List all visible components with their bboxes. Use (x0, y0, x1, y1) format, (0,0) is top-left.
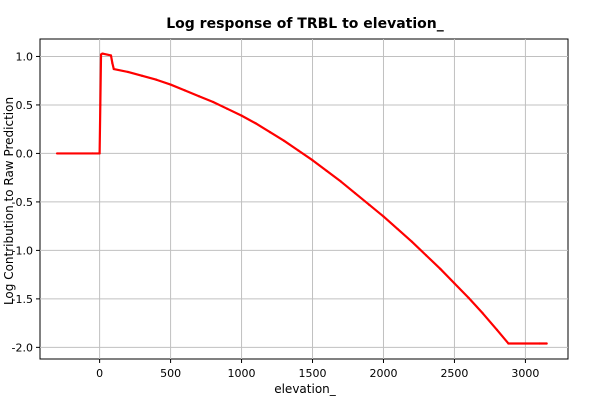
data-point (481, 312, 484, 315)
data-point (197, 95, 201, 98)
series-layer (55, 52, 548, 345)
y-tick-label: 1.0 (16, 50, 34, 63)
data-point (109, 54, 113, 57)
data-point (339, 180, 343, 183)
x-tick-label: 1500 (299, 367, 327, 380)
data-point (297, 149, 300, 152)
data-point (268, 130, 272, 134)
data-point (91, 152, 94, 155)
y-axis-label: Log Contribution to Raw Prediction (2, 97, 16, 305)
y-tick-label: -1.5 (12, 293, 33, 306)
data-point (453, 282, 456, 285)
data-point (424, 254, 428, 257)
data-point (507, 342, 510, 345)
data-point (141, 74, 144, 77)
data-point (524, 342, 527, 345)
y-tick-label: 0.0 (16, 147, 34, 160)
data-point (126, 70, 130, 74)
data-point (101, 52, 104, 55)
data-point (254, 122, 257, 125)
grid (40, 39, 568, 359)
data-point (311, 159, 314, 162)
data-point (353, 192, 357, 195)
data-point (183, 89, 186, 92)
data-point (396, 227, 399, 231)
data-point (98, 152, 101, 155)
data-point (111, 62, 114, 65)
y-tick-label: -1.0 (12, 244, 33, 257)
data-point (410, 240, 413, 243)
data-point (112, 67, 115, 71)
y-tick-label: -2.0 (12, 341, 33, 354)
data-point (240, 114, 243, 117)
data-point (99, 103, 102, 107)
data-point (368, 203, 371, 206)
x-tick-label: 2000 (369, 367, 397, 380)
data-point (325, 169, 328, 172)
y-tick-label: 0.5 (16, 99, 34, 112)
data-point (226, 107, 229, 110)
chart-title: Log response of TRBL to elevation_ (166, 16, 443, 32)
x-tick-label: 1000 (228, 367, 256, 380)
data-point (155, 78, 158, 81)
x-tick-label: 0 (96, 367, 103, 380)
data-point (467, 296, 470, 300)
y-tick-label: -0.5 (12, 196, 33, 209)
series-line (57, 52, 547, 345)
data-point (538, 342, 541, 345)
data-point (169, 83, 172, 86)
x-tick-label: 500 (160, 367, 181, 380)
x-axis-label: elevation_ (274, 382, 337, 396)
plot-area (39, 38, 569, 360)
axis-ticks: 0 500 1000 1500 2000 2500 3000 1.0 0.5 0.0 -0.5 -1.… (12, 50, 540, 380)
data-point (212, 100, 215, 104)
data-point (382, 215, 385, 218)
data-point (545, 342, 548, 345)
data-point (55, 152, 59, 155)
data-point (283, 139, 286, 142)
x-tick-label: 3000 (511, 367, 539, 380)
data-point (439, 267, 442, 270)
data-point (495, 328, 499, 332)
x-tick-label: 2500 (440, 367, 468, 380)
